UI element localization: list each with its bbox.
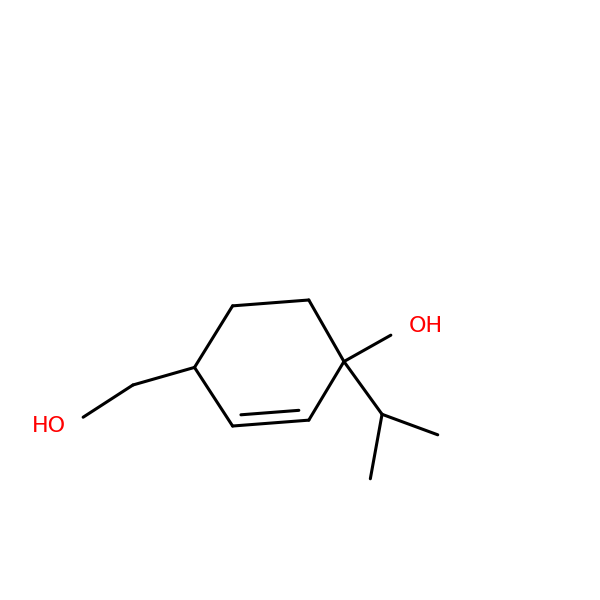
Text: HO: HO	[31, 416, 65, 436]
Text: OH: OH	[409, 316, 443, 337]
